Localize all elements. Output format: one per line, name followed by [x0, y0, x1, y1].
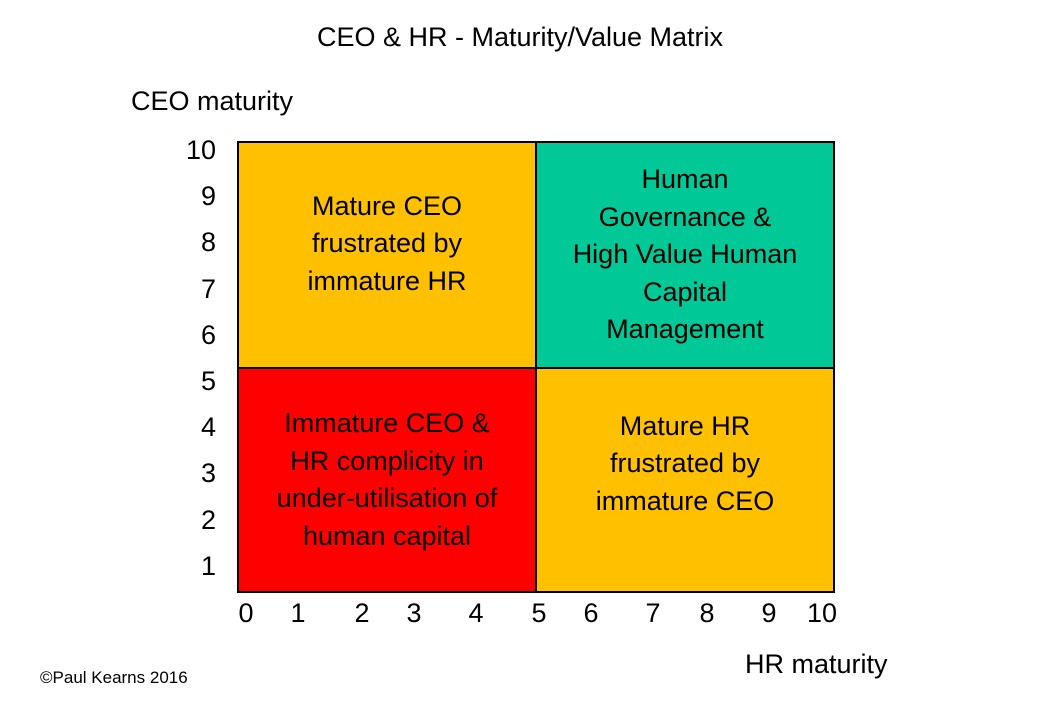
x-tick-label: 4	[468, 598, 484, 628]
y-tick-label: 7	[200, 273, 216, 304]
quadrant-text-line: Mature HR	[619, 410, 751, 441]
y-tick-label: 1	[200, 550, 216, 581]
y-tick-label: 6	[200, 319, 216, 350]
matrix-title: CEO & HR - Maturity/Value Matrix	[316, 22, 724, 52]
x-tick-label: 6	[583, 598, 599, 628]
x-tick-label: 7	[645, 598, 661, 628]
x-tick-label: 9	[761, 598, 777, 628]
quadrant-mature-ceo-immature-hr: Mature CEO frustrated by immature HR	[239, 143, 537, 369]
x-tick-label: 2	[354, 598, 370, 628]
y-tick-label: 2	[200, 504, 216, 535]
y-tick-label: 8	[200, 227, 216, 258]
quadrant-text-line: immature HR	[307, 265, 467, 296]
quadrant-text-line: frustrated by	[311, 228, 463, 259]
quadrant-text-line: under-utilisation of	[276, 483, 498, 513]
x-tick-label: 1	[290, 598, 306, 628]
quadrant-mature-hr-immature-ceo: Mature HR frustrated by immature CEO	[537, 369, 833, 591]
quadrant-immature-ceo-hr-complicity: Immature CEO & HR complicity in under-ut…	[239, 369, 537, 591]
quadrant-text-line: Management	[606, 314, 764, 345]
quadrant-text-line: Human	[641, 164, 729, 195]
quadrant-text-line: frustrated by	[609, 448, 761, 479]
y-axis-label: CEO maturity	[131, 86, 294, 116]
y-tick-label: 4	[200, 412, 216, 443]
y-tick-label: 10	[185, 135, 216, 165]
quadrant-text-line: immature CEO	[595, 485, 775, 516]
quadrant-human-governance: Human Governance & High Value Human Capi…	[537, 143, 833, 369]
x-tick-label: 0	[238, 598, 254, 628]
quadrant-text-line: human capital	[302, 520, 472, 551]
x-tick-label: 8	[699, 598, 715, 628]
maturity-value-matrix: Mature CEO frustrated by immature HR Hum…	[237, 141, 835, 593]
x-tick-label: 10	[806, 598, 838, 628]
x-tick-label: 3	[406, 598, 422, 628]
quadrant-text-line: Governance &	[598, 201, 772, 232]
quadrant-text-line: Mature CEO	[311, 190, 463, 221]
quadrant-text-line: High Value Human	[572, 239, 798, 270]
copyright-credit: ©Paul Kearns 2016	[40, 668, 188, 687]
y-tick-label: 5	[200, 366, 216, 396]
y-tick-label: 9	[200, 181, 216, 212]
quadrant-text-line: Immature CEO &	[284, 408, 490, 438]
quadrant-text-line: Capital	[642, 276, 728, 307]
x-axis-label: HR maturity	[745, 649, 888, 679]
quadrant-text-line: HR complicity in	[290, 445, 484, 476]
y-tick-label: 3	[200, 458, 216, 489]
x-tick-label: 5	[531, 598, 547, 628]
